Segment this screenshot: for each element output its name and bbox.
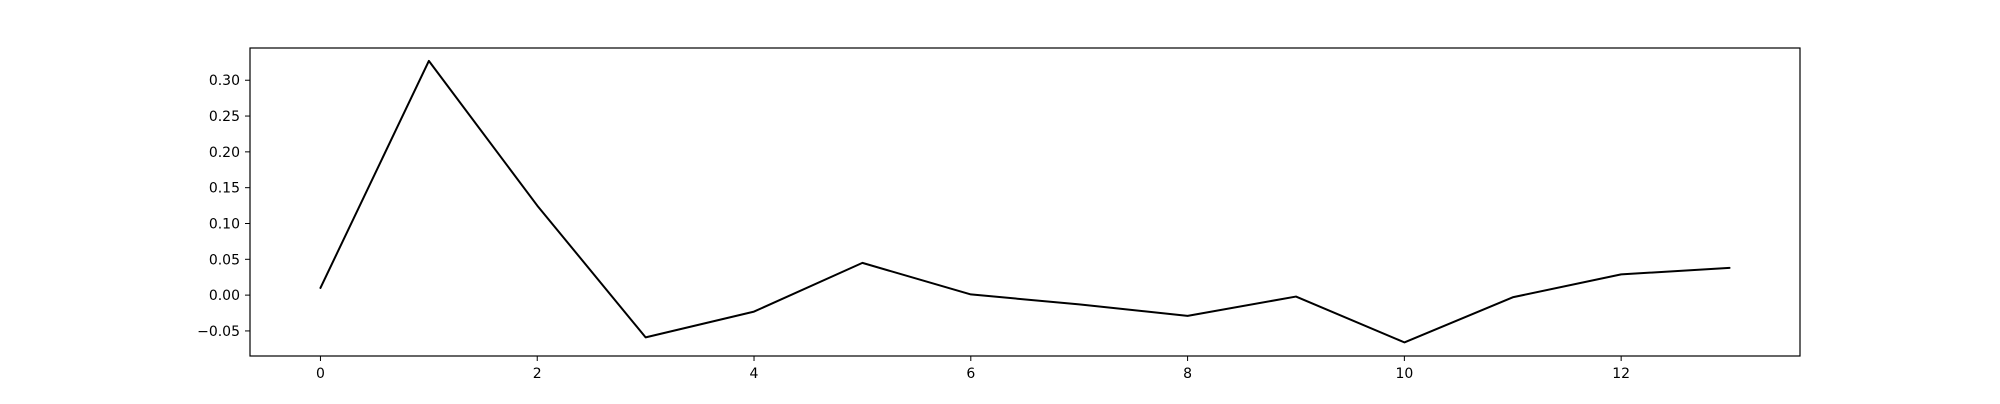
y-tick-label: 0.30 [209, 73, 240, 89]
y-tick-label: 0.05 [209, 252, 240, 268]
y-tick-label: 0.15 [209, 181, 240, 197]
y-tick-label: 0.10 [209, 216, 240, 232]
x-tick-label: 6 [966, 366, 975, 382]
plot-area [250, 48, 1800, 356]
x-tick-label: 0 [316, 366, 325, 382]
y-tick-label: 0.20 [209, 145, 240, 161]
x-tick-label: 2 [533, 366, 542, 382]
y-tick-label: 0.25 [209, 109, 240, 125]
x-tick-label: 4 [750, 366, 759, 382]
x-tick-label: 10 [1395, 366, 1413, 382]
series-layer [319, 59, 1731, 344]
x-tick-label: 8 [1183, 366, 1192, 382]
series-line [319, 59, 1731, 344]
x-tick-label: 12 [1612, 366, 1630, 382]
plot-frame [249, 47, 1801, 357]
x-axis: 0 2 4 6 8 10 12 [316, 356, 1630, 382]
y-tick-label: −0.05 [197, 324, 240, 340]
y-axis: −0.05 0.00 0.05 0.10 0.15 0.20 0.25 0.30 [197, 73, 250, 340]
y-tick-label: 0.00 [209, 288, 240, 304]
